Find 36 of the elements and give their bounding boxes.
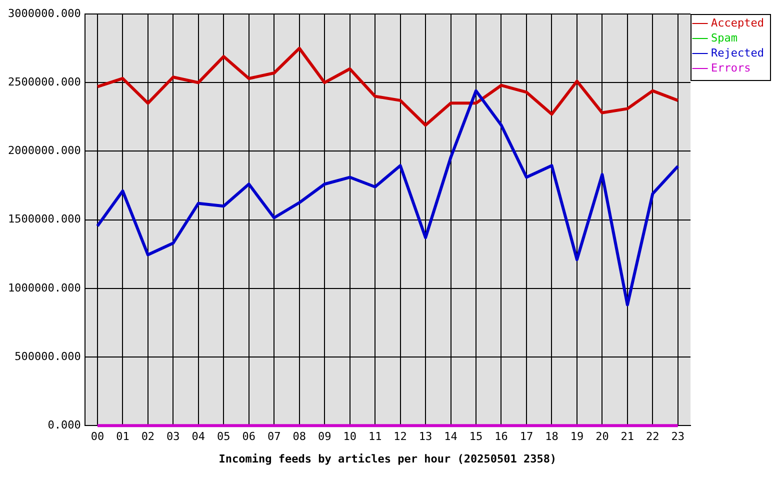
x-axis-title: Incoming feeds by articles per hour (20250501 2358) — [218, 452, 557, 466]
x-tick-label: 10 — [343, 430, 356, 444]
legend-label: Rejected — [711, 46, 764, 60]
x-tick-label: 03 — [166, 430, 180, 444]
x-tick-label: 22 — [646, 430, 660, 444]
x-tick-label: 12 — [394, 430, 407, 444]
x-tick-label: 06 — [242, 430, 256, 444]
x-tick-label: 19 — [570, 430, 584, 444]
x-tick-label: 09 — [318, 430, 332, 444]
y-tick-label: 0.000 — [48, 418, 81, 432]
x-tick-label: 05 — [217, 430, 230, 444]
x-tick-label: 18 — [545, 430, 558, 444]
x-tick-label: 04 — [192, 430, 206, 444]
legend-label: Accepted — [711, 16, 764, 30]
x-tick-label: 11 — [368, 430, 382, 444]
y-tick-label: 1500000.000 — [8, 212, 81, 226]
x-tick-label: 23 — [671, 430, 685, 444]
x-tick-label: 07 — [267, 430, 281, 444]
x-tick-label: 13 — [418, 430, 432, 444]
x-tick-label: 21 — [620, 430, 634, 444]
legend-label: Spam — [711, 31, 738, 44]
x-tick-label: 16 — [494, 430, 508, 444]
y-tick-label: 2500000.000 — [8, 75, 81, 88]
x-tick-label: 00 — [90, 430, 104, 444]
x-tick-label: 17 — [520, 430, 534, 444]
x-tick-label: 15 — [469, 430, 483, 444]
x-tick-label: 08 — [292, 430, 306, 444]
legend-label: Errors — [711, 61, 751, 74]
x-tick-label: 02 — [141, 430, 155, 444]
y-tick-label: 500000.000 — [14, 350, 81, 363]
y-tick-label: 3000000.000 — [8, 6, 81, 20]
x-tick-label: 01 — [116, 430, 130, 444]
x-tick-label: 14 — [444, 430, 458, 444]
y-tick-label: 2000000.000 — [8, 144, 81, 158]
y-tick-label: 1000000.000 — [8, 281, 81, 294]
x-tick-label: 20 — [596, 430, 609, 444]
